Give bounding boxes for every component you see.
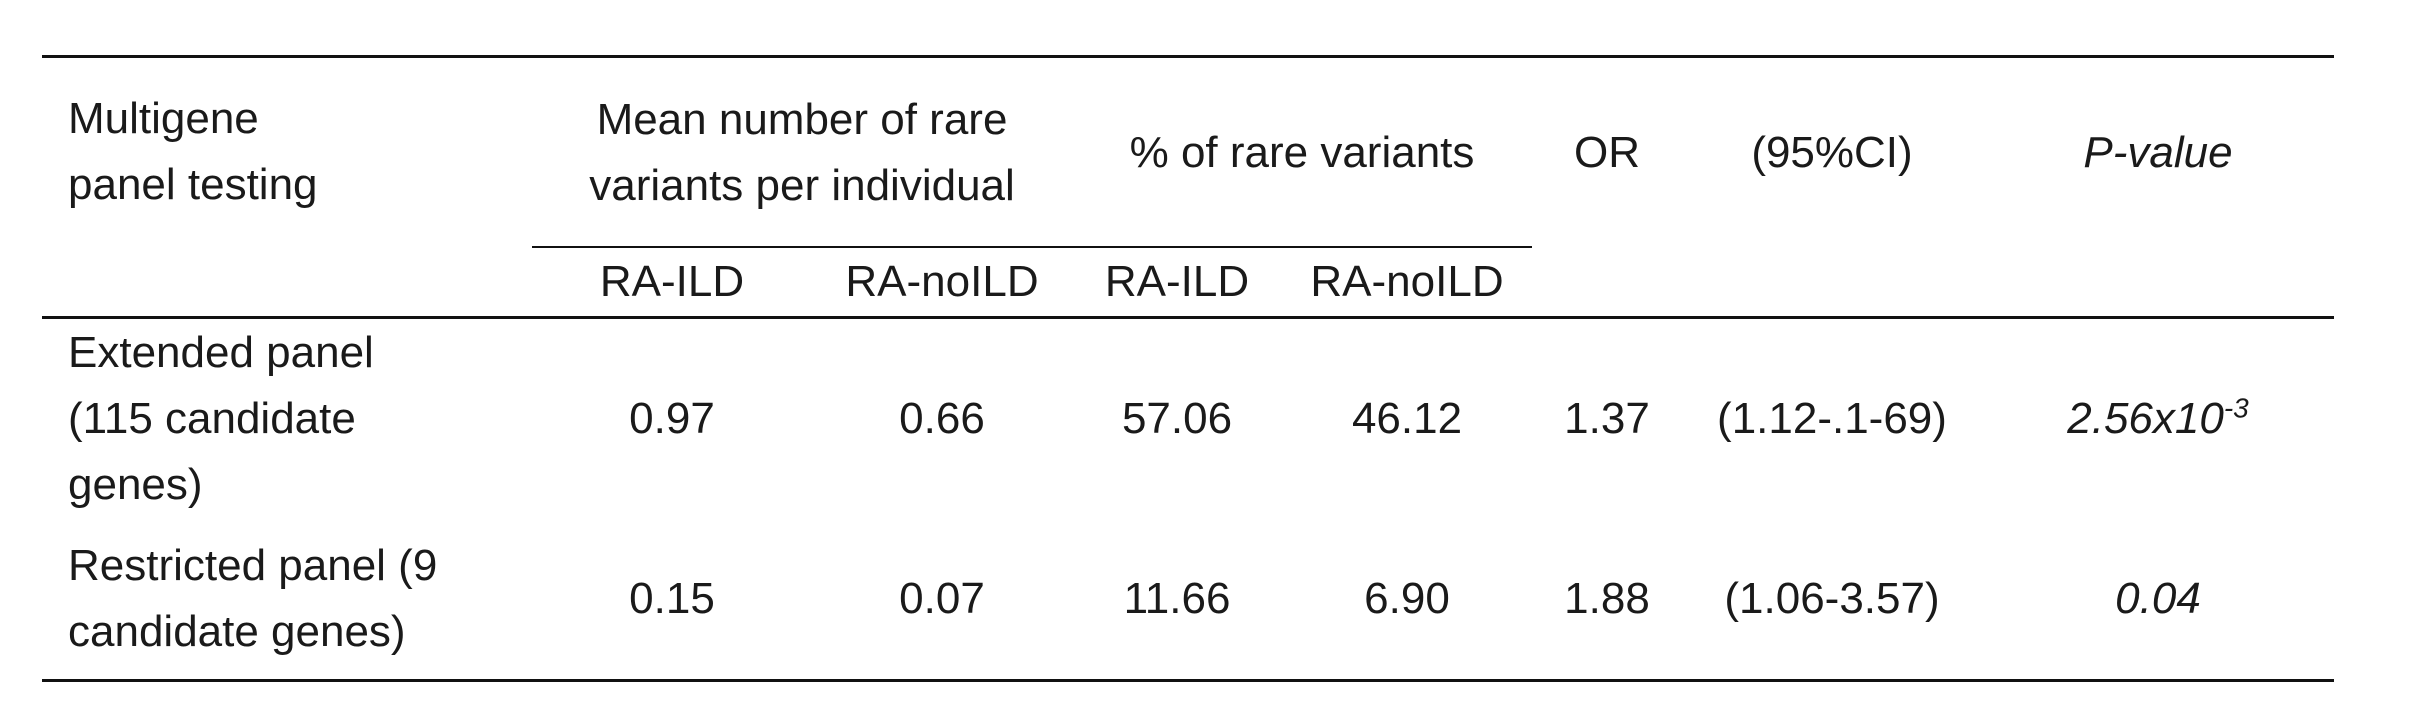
- header-ci-label: (95%CI): [1751, 128, 1913, 177]
- row-restricted-pct-noild: 6.90: [1364, 574, 1450, 623]
- row-restricted-ci: (1.06-3.57): [1724, 574, 1940, 623]
- row-extended-mean-noild: 0.66: [899, 394, 985, 443]
- header-p-label: P-value: [2083, 128, 2233, 177]
- header-panel-label: Multigene panel testing: [68, 94, 318, 209]
- row-restricted-panel-label: Restricted panel (9 candidate genes): [68, 541, 438, 656]
- row-extended-pct-ild: 57.06: [1121, 394, 1233, 443]
- row-extended-p: 2.56x10-3: [1982, 318, 2334, 520]
- header-pct-label: % of rare variants: [1129, 128, 1475, 177]
- row-restricted-or: 1.88: [1564, 574, 1650, 623]
- row-extended-panel-label: Extended panel (115 candidate genes): [68, 328, 374, 509]
- header-pct-cell: % of rare variants: [1072, 57, 1532, 249]
- table-row-extended: Extended panel (115 candidate genes) 0.9…: [42, 318, 2334, 520]
- row-restricted-mean-noild: 0.07: [899, 574, 985, 623]
- row-extended-pct-noild: 46.12: [1351, 394, 1463, 443]
- row-restricted-mean-ild: 0.15: [629, 574, 715, 623]
- header-or-cell: OR: [1532, 57, 1682, 318]
- header-ci-cell: (95%CI): [1682, 57, 1982, 318]
- subheader-mean-noild: RA-noILD: [845, 257, 1039, 306]
- table-row-restricted: Restricted panel (9 candidate genes) 0.1…: [42, 519, 2334, 681]
- subheader-row: RA-ILD RA-noILD RA-ILD RA-noILD: [42, 248, 2334, 318]
- header-panel-cell: Multigene panel testing: [42, 57, 532, 318]
- header-mean-cell: Mean number of rare variants per individ…: [532, 57, 1072, 249]
- row-restricted-p-base: 0.04: [2115, 574, 2201, 623]
- header-row: Multigene panel testing Mean number of r…: [42, 56, 2334, 249]
- row-extended-or: 1.37: [1564, 394, 1650, 443]
- results-table-container: Multigene panel testing Mean number of r…: [42, 55, 2334, 682]
- row-extended-p-exp: -3: [2223, 392, 2249, 424]
- subheader-mean-ild: RA-ILD: [599, 257, 745, 306]
- results-table: Multigene panel testing Mean number of r…: [42, 55, 2334, 682]
- row-extended-ci: (1.12-.1-69): [1717, 394, 1947, 443]
- row-extended-mean-ild: 0.97: [629, 394, 715, 443]
- row-restricted-panel: Restricted panel (9 candidate genes): [42, 519, 532, 681]
- header-p-cell: P-value: [1982, 57, 2334, 318]
- subheader-pct-noild: RA-noILD: [1310, 257, 1504, 306]
- row-restricted-p: 0.04: [1982, 519, 2334, 681]
- row-restricted-pct-ild: 11.66: [1123, 574, 1231, 623]
- row-extended-panel: Extended panel (115 candidate genes): [42, 318, 532, 520]
- subheader-pct-ild: RA-ILD: [1104, 257, 1250, 306]
- header-mean-label: Mean number of rare variants per individ…: [589, 95, 1015, 210]
- row-extended-p-base: 2.56x10: [2067, 394, 2224, 443]
- header-or-label: OR: [1574, 128, 1640, 177]
